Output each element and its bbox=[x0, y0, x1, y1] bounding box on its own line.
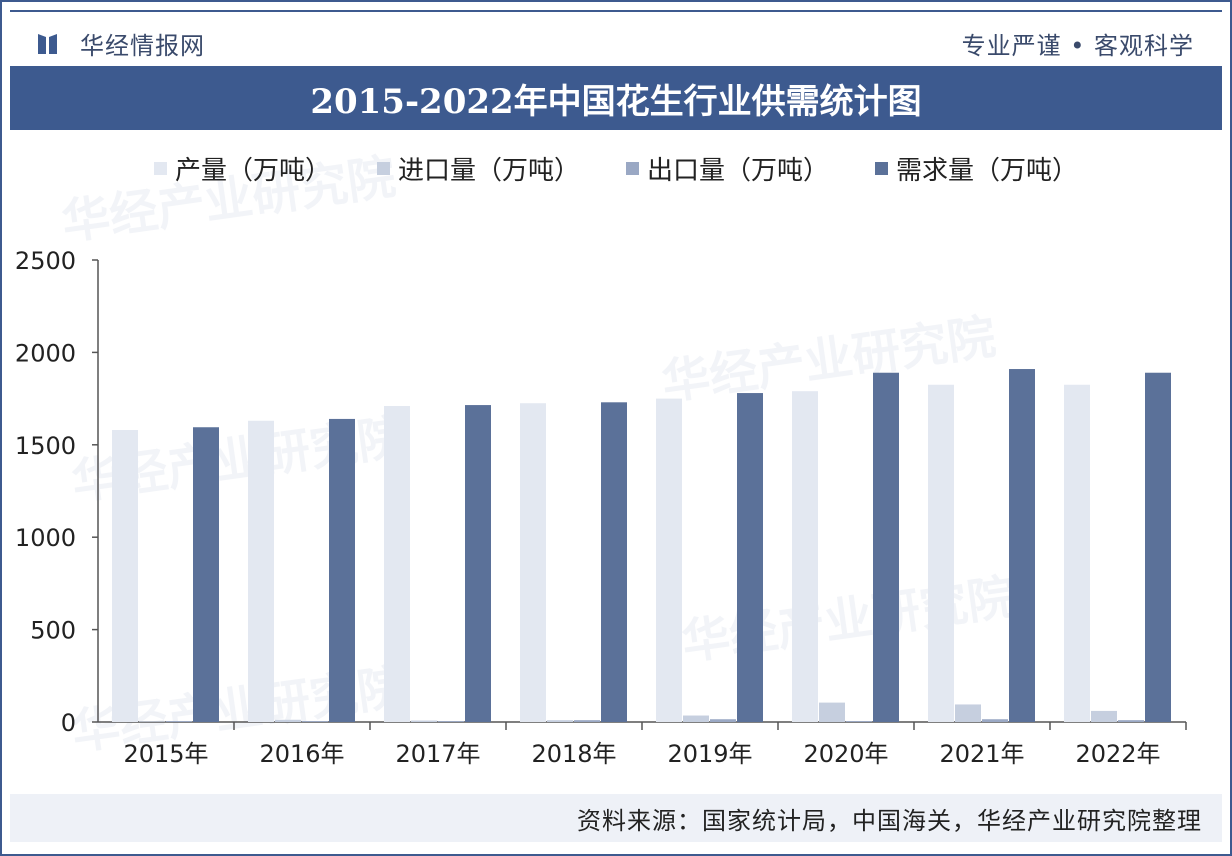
bar bbox=[384, 405, 410, 722]
bar bbox=[112, 430, 138, 722]
legend-label: 进口量（万吨） bbox=[397, 156, 580, 186]
bar bbox=[683, 715, 709, 722]
bar bbox=[411, 720, 437, 722]
bar bbox=[438, 721, 464, 722]
legend-swatch bbox=[376, 162, 390, 175]
bar bbox=[193, 427, 219, 722]
chart-legend: 产量（万吨） 进口量（万吨） 出口量（万吨） 需求量（万吨） bbox=[0, 150, 1232, 187]
bar bbox=[982, 719, 1008, 722]
y-tick-label: 2500 bbox=[15, 247, 76, 275]
y-tick-label: 500 bbox=[30, 617, 76, 645]
bar bbox=[248, 420, 274, 722]
bar bbox=[819, 702, 845, 722]
slogan: 专业严谨 • 客观科学 bbox=[961, 32, 1194, 60]
y-tick-label: 1500 bbox=[15, 432, 76, 460]
x-tick-label: 2021年 bbox=[939, 740, 1024, 768]
bar bbox=[1009, 369, 1035, 722]
chart-area: 0 500 1000 1500 2000 2500 2015年 2016年 2017年 2018年… bbox=[0, 230, 1232, 790]
x-tick-label: 2019年 bbox=[667, 740, 752, 768]
x-tick-label: 2018年 bbox=[531, 740, 616, 768]
bar bbox=[601, 402, 627, 722]
bar bbox=[846, 721, 872, 722]
legend-swatch bbox=[153, 162, 167, 175]
bar bbox=[329, 418, 355, 722]
source-note: 资料来源：国家统计局，中国海关，华经产业研究院整理 bbox=[577, 806, 1202, 835]
y-tick-label: 0 bbox=[61, 709, 76, 737]
x-tick-label: 2016年 bbox=[259, 740, 344, 768]
bar bbox=[710, 719, 736, 722]
legend-swatch bbox=[626, 162, 639, 175]
bar bbox=[574, 720, 600, 722]
bar bbox=[166, 721, 192, 722]
bar bbox=[302, 721, 328, 722]
bar bbox=[139, 721, 165, 722]
footer: 资料来源：国家统计局，中国海关，华经产业研究院整理 bbox=[10, 794, 1222, 842]
legend-item: 产量（万吨） bbox=[153, 150, 331, 187]
legend-item: 需求量（万吨） bbox=[875, 150, 1078, 187]
x-tick-label: 2020年 bbox=[803, 740, 888, 768]
bar bbox=[792, 391, 818, 722]
brand-logo-icon bbox=[38, 33, 57, 54]
chart-title: 2015-2022年中国花生行业供需统计图 bbox=[310, 81, 922, 122]
bar bbox=[520, 403, 546, 722]
legend-label: 出口量（万吨） bbox=[647, 156, 830, 186]
bar-chart: 0 500 1000 1500 2000 2500 2015年 2016年 2017年 2018年… bbox=[15, 247, 1187, 768]
legend-item: 出口量（万吨） bbox=[626, 150, 829, 187]
bar bbox=[873, 372, 899, 722]
legend-item: 进口量（万吨） bbox=[376, 150, 580, 187]
brand-name: 华经情报网 bbox=[80, 32, 205, 60]
legend-label: 产量（万吨） bbox=[174, 156, 331, 186]
bar bbox=[1145, 372, 1171, 722]
bar bbox=[928, 384, 954, 722]
bar bbox=[1091, 710, 1117, 722]
header: 华经情报网 专业严谨 • 客观科学 bbox=[10, 10, 1222, 68]
title-bar: 2015-2022年中国花生行业供需统计图 bbox=[10, 66, 1222, 130]
y-tick-label: 2000 bbox=[15, 339, 76, 367]
x-tick-label: 2022年 bbox=[1075, 740, 1160, 768]
legend-swatch bbox=[875, 162, 889, 175]
bar bbox=[955, 704, 981, 722]
brand: 华经情报网 bbox=[38, 26, 205, 61]
bar bbox=[547, 720, 573, 722]
bar bbox=[1118, 720, 1144, 722]
legend-label: 需求量（万吨） bbox=[896, 156, 1079, 186]
bar bbox=[656, 398, 682, 722]
bar bbox=[275, 719, 301, 722]
x-tick-label: 2017年 bbox=[395, 740, 480, 768]
x-tick-label: 2015年 bbox=[123, 740, 208, 768]
y-tick-label: 1000 bbox=[15, 524, 76, 552]
bar bbox=[737, 393, 763, 722]
bar bbox=[465, 405, 491, 722]
bar bbox=[1064, 384, 1090, 722]
